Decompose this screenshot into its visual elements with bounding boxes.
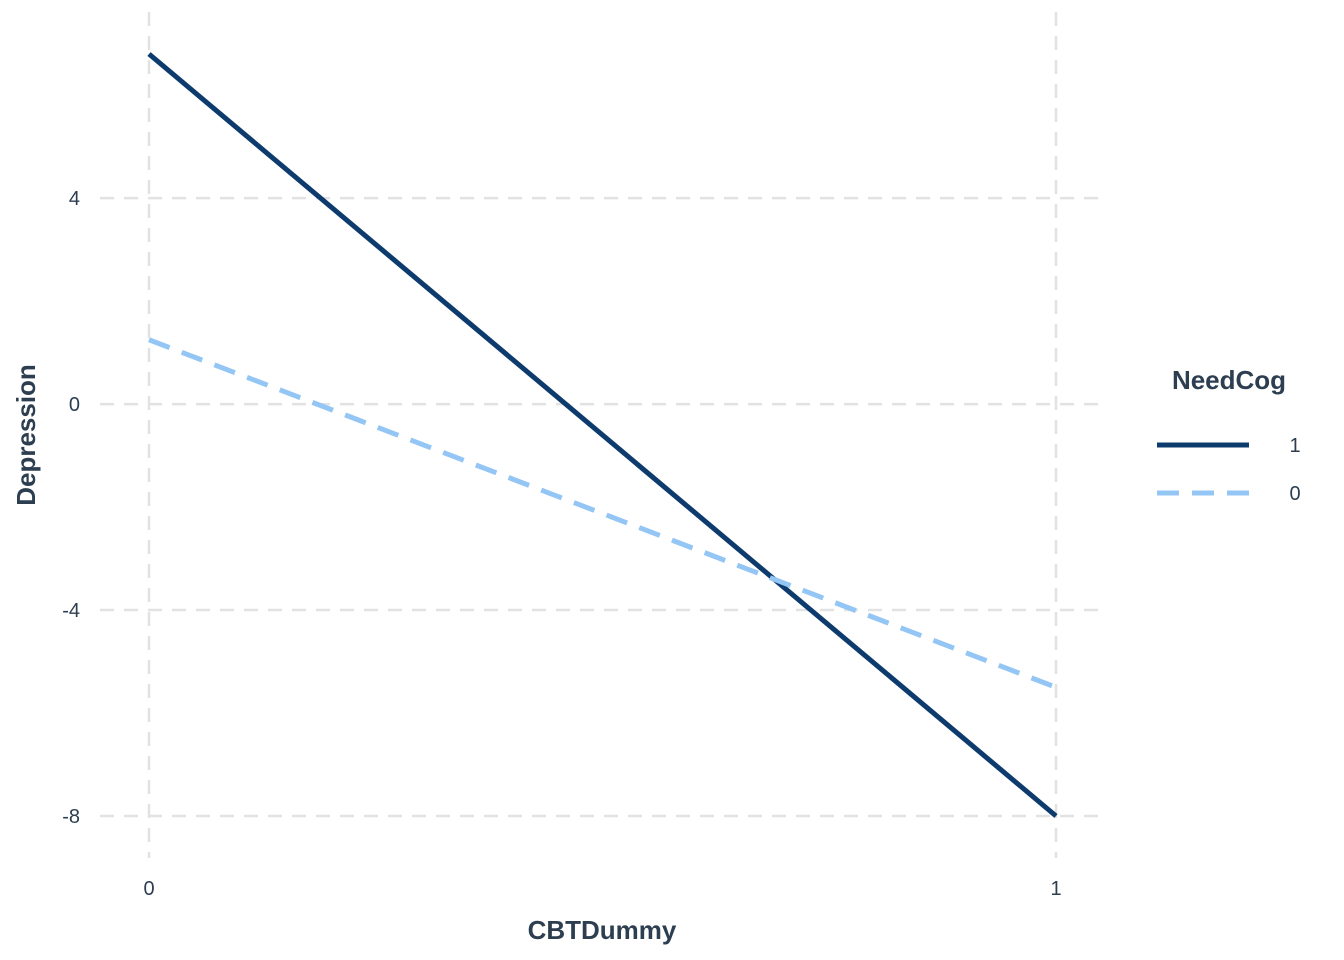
series-lines [147, 52, 1058, 818]
y-axis-title: Depression [11, 364, 41, 506]
grid [100, 12, 1102, 858]
y-tick-label: -4 [62, 600, 80, 622]
x-tick-label: 0 [143, 878, 154, 900]
y-tick-label: 0 [69, 394, 80, 416]
legend-label-1: 1 [1289, 435, 1300, 457]
y-tick-label: 4 [69, 188, 80, 210]
y-tick-label: -8 [62, 806, 80, 828]
legend: NeedCog 10 [1157, 365, 1301, 505]
x-tick-label: 1 [1050, 878, 1061, 900]
series-line-needcog-0 [148, 337, 1057, 690]
legend-items: 10 [1157, 435, 1301, 505]
series-line-needcog-1 [147, 52, 1058, 818]
x-axis-title: CBTDummy [528, 915, 677, 945]
legend-title: NeedCog [1172, 365, 1286, 395]
legend-label-0: 0 [1289, 483, 1300, 505]
y-axis-ticks: -8 -4 0 4 [62, 188, 80, 828]
